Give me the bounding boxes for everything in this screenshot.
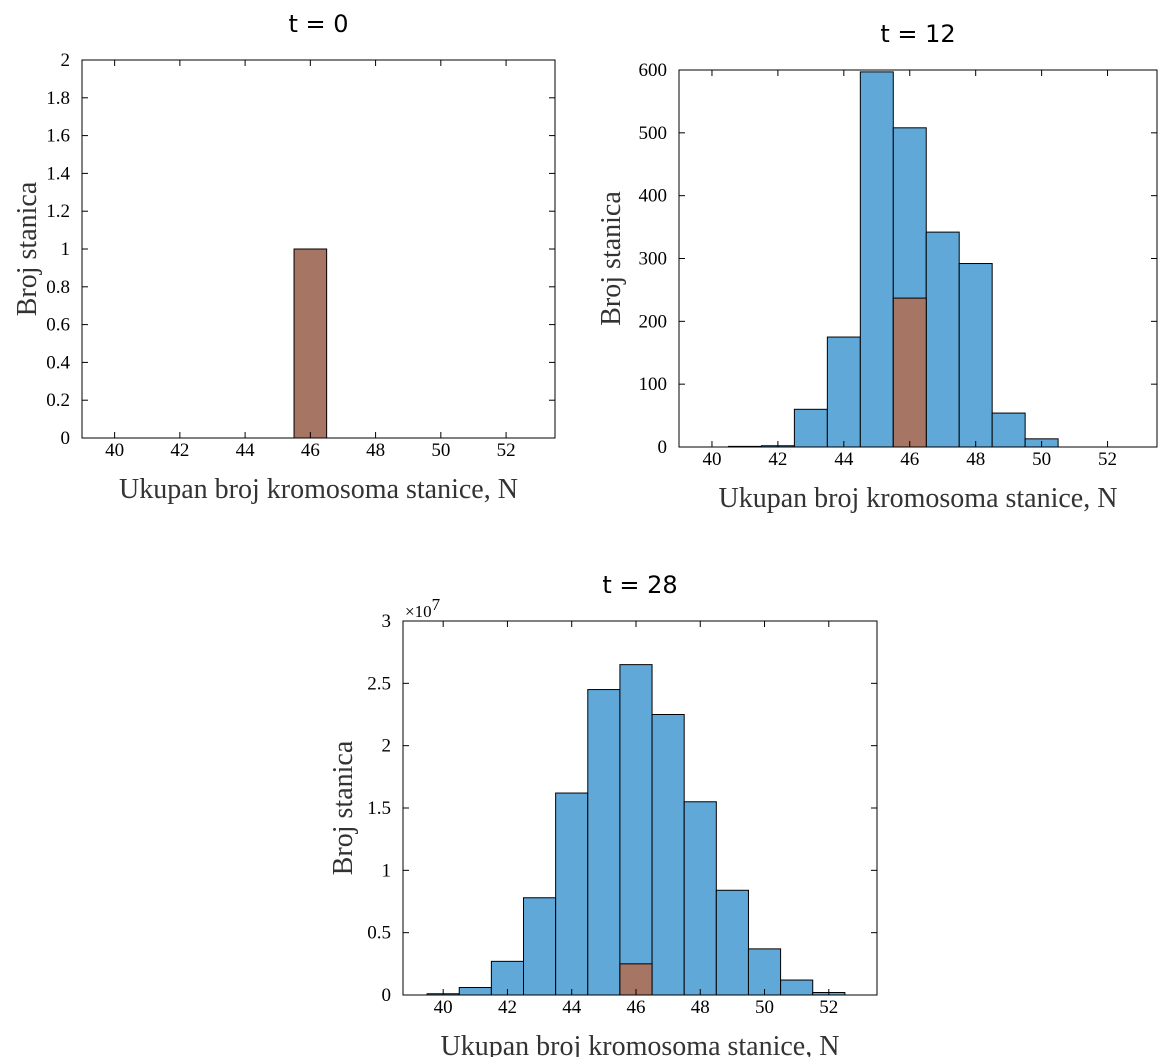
y-tick-label: 3 [382, 611, 392, 632]
y-tick-label: 2 [382, 736, 392, 757]
x-tick-label: 44 [236, 440, 256, 461]
y-tick-label: 0.8 [46, 277, 70, 298]
bar-total-49 [991, 412, 1026, 448]
bar-total-46 [619, 664, 653, 996]
x-axis-label: Ukupan broj kromosoma stanice, N [441, 1031, 840, 1057]
x-tick-label: 44 [834, 449, 854, 470]
x-tick-label: 48 [691, 997, 710, 1018]
y-axis-label: Broj stanica [12, 181, 43, 316]
bar-euploid-46 [892, 297, 927, 448]
y-tick-label: 1.4 [46, 163, 70, 184]
bar-total-44 [826, 336, 861, 448]
x-tick-label: 48 [366, 440, 385, 461]
y-tick-label: 1.8 [46, 88, 70, 109]
bar-total-45 [587, 689, 621, 996]
chart-1: t = 12 40 42 44 46 48 50 52 0 100 200 300 400 500 600 U… [596, 20, 1158, 514]
x-tick-label: 50 [755, 997, 774, 1018]
y-tick-label: 300 [639, 249, 668, 270]
x-tick-label: 52 [819, 997, 838, 1018]
y-tick-label: 0.6 [46, 315, 70, 336]
y-tick-label: 2 [61, 50, 71, 71]
x-tick-label: 42 [498, 997, 517, 1018]
bar-total-47 [925, 231, 960, 448]
chart-title: t = 12 [880, 20, 955, 48]
y-tick-label: 400 [639, 186, 668, 207]
y-axis-label: Broj stanica [596, 191, 627, 326]
bar-euploid-46 [293, 248, 328, 439]
bar-total-43 [793, 408, 828, 448]
x-tick-label: 50 [431, 440, 450, 461]
x-tick-label: 50 [1032, 449, 1051, 470]
bar-euploid-46 [619, 963, 653, 996]
y-tick-label: 500 [639, 123, 668, 144]
y-tick-label: 1.2 [46, 201, 70, 222]
x-tick-label: 46 [301, 440, 320, 461]
y-tick-label: 2.5 [367, 673, 391, 694]
bar-total-44 [555, 792, 589, 996]
x-tick-label: 40 [105, 440, 124, 461]
x-tick-label: 48 [966, 449, 985, 470]
y-tick-label: 0.5 [367, 923, 391, 944]
y-axis-multiplier: ×107 [405, 595, 441, 621]
x-axis-label: Ukupan broj kromosoma stanice, N [719, 483, 1118, 514]
x-tick-label: 42 [768, 449, 787, 470]
x-tick-label: 40 [434, 997, 453, 1018]
bar-total-48 [958, 263, 993, 448]
x-tick-label: 52 [1098, 449, 1117, 470]
x-axis-label: Ukupan broj kromosoma stanice, N [119, 474, 518, 505]
x-tick-label: 42 [170, 440, 189, 461]
y-tick-label: 1 [382, 860, 392, 881]
y-tick-label: 1 [61, 239, 71, 260]
x-tick-label: 40 [702, 449, 721, 470]
x-tick-label: 52 [497, 440, 516, 461]
chart-0: t = 0 40 42 44 46 48 50 52 0 0.2 0.4 0.6 0.8 1 1.2 1.4 1… [12, 10, 556, 505]
y-tick-label: 0.2 [46, 390, 70, 411]
y-tick-label: 0.4 [46, 352, 70, 373]
chart-title: t = 0 [288, 10, 348, 38]
bar-total-48 [683, 801, 717, 996]
y-tick-label: 0 [382, 985, 392, 1006]
bar-total-51 [780, 979, 814, 996]
chart-title: t = 28 [602, 571, 677, 599]
y-tick-label: 0 [61, 428, 71, 449]
bar-total-49 [715, 889, 749, 996]
y-tick-label: 0 [658, 437, 668, 458]
y-tick-label: 1.6 [46, 126, 70, 147]
bar-total-47 [651, 714, 685, 996]
x-tick-label: 44 [562, 997, 582, 1018]
y-tick-label: 600 [639, 60, 668, 81]
bar-total-41 [458, 987, 492, 996]
bar-total-43 [523, 897, 557, 996]
x-tick-label: 46 [900, 449, 919, 470]
chart-2: t = 28 40 42 44 46 48 50 52 0 0.5 1 1.5 2 2.5 3 ×107 Uku… [328, 571, 878, 1057]
x-tick-label: 46 [626, 997, 645, 1018]
y-tick-label: 1.5 [367, 798, 391, 819]
y-axis-label: Broj stanica [328, 740, 359, 875]
y-tick-label: 100 [639, 374, 668, 395]
bar-total-50 [747, 948, 782, 996]
y-tick-label: 200 [639, 311, 668, 332]
bar-total-45 [859, 71, 894, 448]
